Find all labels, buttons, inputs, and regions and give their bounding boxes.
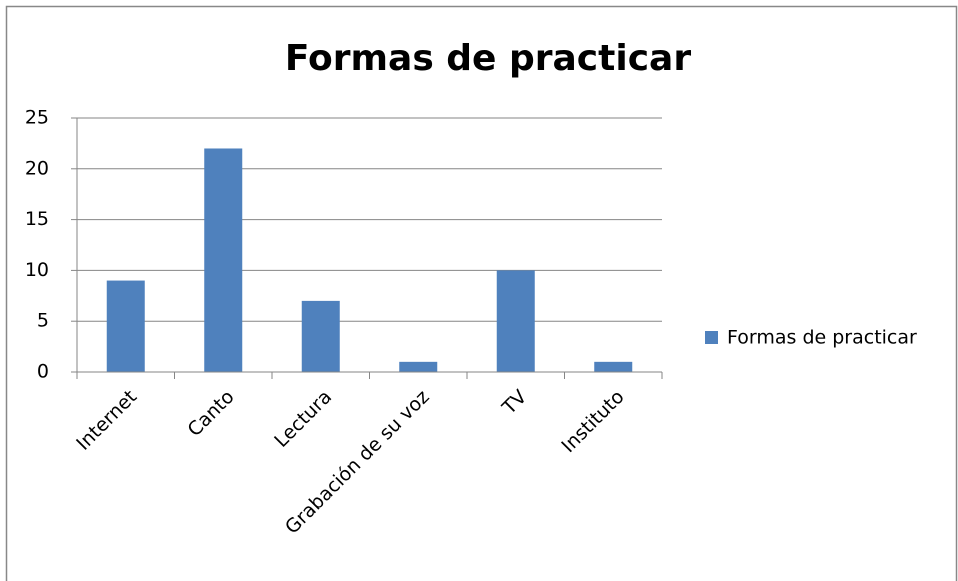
- bar: [106, 280, 145, 372]
- chart-title: Formas de practicar: [285, 38, 691, 79]
- legend-label: Formas de practicar: [727, 327, 917, 349]
- y-tick-label: 5: [37, 310, 49, 332]
- bar: [594, 361, 633, 372]
- y-tick-label: 10: [25, 259, 49, 281]
- legend-swatch: [705, 331, 718, 344]
- bar: [301, 300, 340, 372]
- y-tick-label: 20: [25, 157, 49, 179]
- y-tick-label: 0: [37, 361, 49, 383]
- bar: [399, 361, 438, 372]
- chart-frame: [5, 5, 958, 581]
- bar: [496, 270, 535, 372]
- bar: [204, 148, 243, 372]
- y-tick-label: 25: [25, 107, 49, 129]
- y-tick-label: 15: [25, 208, 49, 230]
